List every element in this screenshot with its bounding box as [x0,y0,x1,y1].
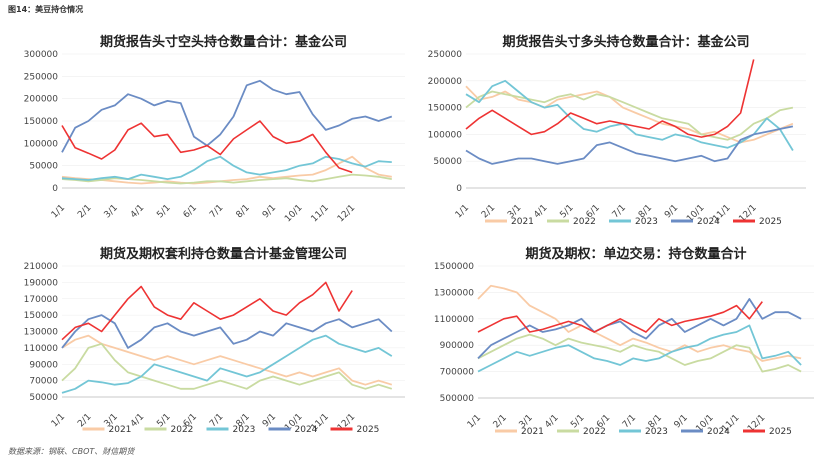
legend-label-2024: 2024 [697,217,720,227]
y-tick-label: 0 [456,184,462,194]
chart-title: 期货及期权：单边交易：持仓数量合计 [525,246,746,262]
series-line-2022 [465,90,794,141]
x-tick-label: 9/1 [261,203,278,220]
x-tick-label: 12/1 [336,203,357,224]
x-tick-label: 1/1 [454,203,471,220]
x-tick-label: 5/1 [155,203,172,220]
legend-label-2023: 2023 [233,425,256,435]
x-tick-label: 4/1 [129,203,146,220]
y-tick-label: 700000 [440,368,475,378]
x-tick-label: 4/1 [543,413,560,430]
y-tick-label: 900000 [440,341,475,351]
y-tick-label: 150000 [428,104,463,114]
series-line-2021 [61,334,393,386]
series-line-2023 [477,324,802,373]
legend-label-2024: 2024 [707,427,730,437]
y-tick-label: 250000 [24,72,59,82]
y-tick-label: 1100000 [434,315,474,325]
chart-title: 期货报告头寸空头持仓数量合计：基金公司 [100,34,347,50]
y-tick-label: 1500000 [434,262,474,272]
y-tick-label: 50000 [29,393,58,403]
x-tick-label: 1/1 [50,203,67,220]
x-tick-label: 7/1 [621,413,638,430]
x-tick-label: 3/1 [103,203,120,220]
x-tick-label: 2/1 [492,413,509,430]
x-tick-label: 1/1 [466,413,483,430]
y-tick-label: 150000 [24,117,59,127]
y-tick-label: 70000 [29,377,58,387]
y-tick-label: 210000 [24,262,59,272]
legend-label-2021: 2021 [109,425,132,435]
legend-label-2025: 2025 [769,427,792,437]
series-line-2025 [61,120,353,174]
x-tick-label: 1/1 [50,412,67,429]
y-tick-label: 100000 [428,130,463,140]
y-tick-label: 200000 [24,95,59,105]
legend-label-2022: 2022 [171,425,194,435]
x-tick-label: 9/1 [673,413,690,430]
y-tick-label: 1300000 [434,288,474,298]
legend-label-2021: 2021 [511,217,534,227]
series-line-2023 [61,334,393,394]
legend-label-2025: 2025 [357,425,380,435]
y-tick-label: 130000 [24,328,59,338]
series-line-2024 [477,298,802,360]
series-line-2022 [477,333,802,373]
x-tick-label: 9/1 [261,412,278,429]
x-tick-label: 2/1 [76,203,93,220]
y-tick-label: 50000 [29,162,58,172]
y-tick-label: 150000 [24,311,59,321]
x-tick-label: 7/1 [208,203,225,220]
y-tick-label: 500000 [440,394,475,404]
y-tick-label: 250000 [428,50,463,60]
chart-one-sided-positions: 期货及期权：单边交易：持仓数量合计 500000 700000 900000 11000… [434,246,814,437]
x-tick-label: 9/1 [663,203,680,220]
y-tick-label: 300000 [24,50,59,60]
series-line-2023 [465,79,794,151]
y-tick-label: 200000 [428,77,463,87]
series-line-2024 [61,79,393,153]
y-tick-label: 190000 [24,278,59,288]
x-tick-label: 8/1 [235,203,252,220]
x-tick-label: 10/1 [283,203,304,224]
legend-label-2022: 2022 [583,427,606,437]
y-tick-label: 0 [52,184,58,194]
series-line-2024 [61,314,393,349]
x-tick-label: 7/1 [208,412,225,429]
series-line-2024 [465,125,794,165]
legend-label-2025: 2025 [759,217,782,227]
x-tick-label: 2/1 [76,412,93,429]
y-tick-label: 100000 [24,139,59,149]
legend-label-2023: 2023 [635,217,658,227]
legend-label-2024: 2024 [295,425,318,435]
series-line-2025 [477,301,763,333]
series-line-2021 [465,85,794,144]
series-line-2021 [477,284,802,362]
chart-short-positions: 期货报告头寸空头持仓数量合计：基金公司 0 50000 100000 150000 200… [24,34,405,224]
x-tick-label: 4/1 [532,203,549,220]
y-tick-label: 50000 [433,157,462,167]
x-tick-label: 6/1 [182,203,199,220]
chart-arbitrage-positions: 期货及期权套利持仓数量合计基金管理公司 50000 70000 90000 110000… [24,246,405,435]
legend-label-2021: 2021 [521,427,544,437]
legend-label-2022: 2022 [573,217,596,227]
series-line-2022 [61,173,392,185]
x-tick-label: 7/1 [611,203,628,220]
series-line-2025 [61,281,353,341]
chart-title: 期货报告头寸多头持仓数量合计：基金公司 [502,34,749,50]
x-tick-label: 11/1 [310,203,331,224]
series-line-2023 [61,155,392,181]
figure-label: 图14：美豆持仓情况 [8,5,84,14]
y-tick-label: 110000 [24,344,59,354]
source-note: 数据来源：钢联、CBOT、财信期货 [8,447,135,456]
y-tick-label: 170000 [24,295,59,305]
y-tick-label: 90000 [29,360,58,370]
chart-long-positions: 期货报告头寸多头持仓数量合计：基金公司 0 50000 100000 150000 200… [428,34,806,227]
chart-title: 期货及期权套利持仓数量合计基金管理公司 [100,246,347,262]
series-line-2022 [61,342,393,390]
x-tick-label: 2/1 [480,203,497,220]
series-line-2025 [465,59,755,138]
x-tick-label: 4/1 [129,412,146,429]
legend-label-2023: 2023 [645,427,668,437]
